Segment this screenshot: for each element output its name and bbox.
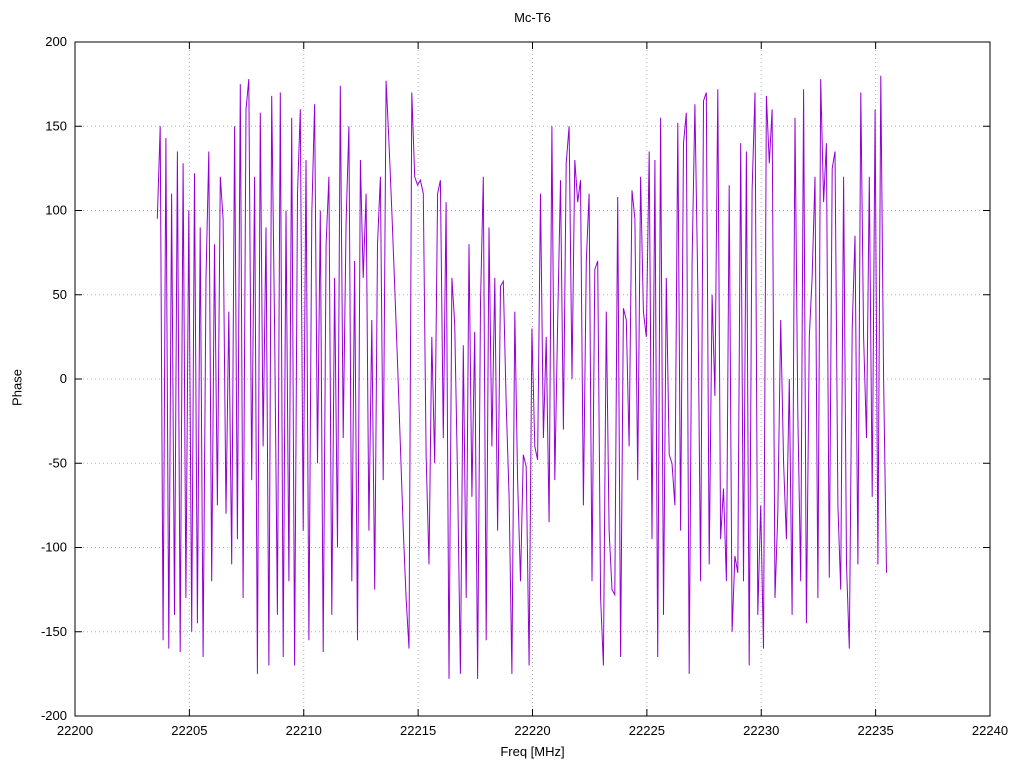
x-tick-label: 22225	[629, 723, 665, 738]
x-tick-label: 22200	[57, 723, 93, 738]
phase-series	[156, 75, 887, 679]
y-tick-label: 0	[60, 371, 67, 386]
x-tick-label: 22230	[743, 723, 779, 738]
y-tick-label: 100	[45, 203, 67, 218]
x-tick-label: 22215	[400, 723, 436, 738]
y-tick-label: 50	[53, 287, 67, 302]
y-tick-label: -100	[41, 540, 67, 555]
x-tick-label: 22210	[286, 723, 322, 738]
y-tick-label: 200	[45, 34, 67, 49]
y-tick-label: -50	[48, 455, 67, 470]
y-axis-label: Phase	[9, 369, 25, 406]
x-tick-label: 22205	[171, 723, 207, 738]
y-tick-label: -150	[41, 624, 67, 639]
x-tick-label: 22220	[514, 723, 550, 738]
y-tick-label: -200	[41, 708, 67, 723]
x-axis-label: Freq [MHz]	[500, 744, 565, 759]
y-tick-label: 150	[45, 118, 67, 133]
x-tick-label: 22235	[858, 723, 894, 738]
chart-title: Mc-T6	[514, 10, 551, 25]
x-tick-label: 22240	[972, 723, 1008, 738]
